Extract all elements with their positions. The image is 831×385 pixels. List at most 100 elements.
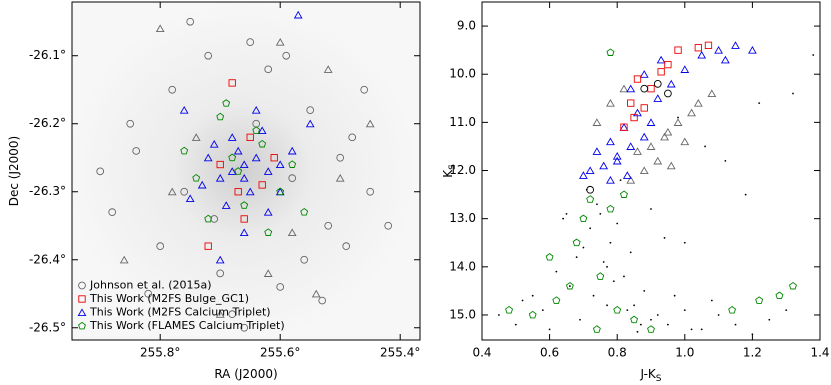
point-pentagon <box>606 48 615 56</box>
point-triangle <box>239 173 249 182</box>
x-tick-label: 255.8° <box>140 346 180 360</box>
point-triangle <box>606 137 615 146</box>
point-pentagon <box>647 325 655 333</box>
point-triangle <box>707 89 717 98</box>
point-circle <box>336 153 345 162</box>
point-dot <box>734 323 737 326</box>
point-circle <box>276 283 285 291</box>
y-tick-label: 14.0 <box>449 259 476 273</box>
legend-label: This Work (M2FS Calcium Triplet) <box>89 306 271 319</box>
legend-marker <box>78 321 86 330</box>
point-circle <box>640 84 649 93</box>
point-dot <box>643 289 646 292</box>
point-dot <box>650 318 652 321</box>
point-triangle <box>646 118 656 126</box>
point-circle <box>653 80 662 88</box>
point-triangle <box>305 119 315 128</box>
point-triangle <box>639 70 649 78</box>
point-dot <box>521 299 524 302</box>
point-dot <box>596 203 598 206</box>
point-triangle <box>633 147 642 155</box>
point-dot <box>639 323 642 326</box>
point-square <box>657 68 665 76</box>
point-dot <box>812 54 815 56</box>
y-tick-label: 11.0 <box>449 115 476 129</box>
point-dot <box>683 309 686 312</box>
point-circle <box>282 51 291 60</box>
point-dot <box>623 275 625 278</box>
point-circle <box>168 85 177 94</box>
point-pentagon <box>630 315 639 324</box>
point-triangle <box>656 55 666 64</box>
point-triangle <box>639 166 649 175</box>
point-square <box>674 46 682 54</box>
point-triangle <box>227 167 237 175</box>
point-dot <box>616 222 619 225</box>
point-dot <box>609 241 612 244</box>
point-triangle <box>687 108 696 117</box>
point-pentagon <box>228 153 237 162</box>
point-square <box>216 160 224 169</box>
point-pentagon <box>586 195 595 203</box>
plot-frame <box>481 1 821 341</box>
point-triangle <box>365 119 375 128</box>
point-triangle <box>215 255 225 264</box>
point-triangle <box>748 45 757 54</box>
point-dot <box>599 212 602 215</box>
point-circle <box>324 221 333 230</box>
x-tick-label: 0.6 <box>540 346 559 360</box>
point-circle <box>300 255 309 264</box>
point-triangle <box>233 146 243 155</box>
point-circle <box>360 85 369 94</box>
point-triangle <box>622 171 632 179</box>
point-triangle <box>714 45 723 54</box>
point-dot <box>677 116 679 119</box>
point-dot <box>582 246 585 249</box>
point-square <box>627 99 635 107</box>
y-axis-label-main: K <box>441 169 455 178</box>
point-dot <box>619 179 622 182</box>
point-pentagon <box>592 325 601 333</box>
point-triangle <box>697 50 707 59</box>
point-triangle <box>666 161 676 170</box>
point-square <box>258 181 266 189</box>
point-dot <box>636 330 639 333</box>
x-tick-label: 1.0 <box>675 346 694 360</box>
point-triangle <box>167 187 177 196</box>
y-tick-label: 9.0 <box>457 19 476 33</box>
y-tick-label: -26.2° <box>29 116 66 130</box>
y-tick-label: -26.1° <box>29 48 66 62</box>
point-pentagon <box>788 281 797 290</box>
point-triangle <box>215 310 225 318</box>
point-dot <box>626 309 629 312</box>
legend-marker <box>78 281 86 290</box>
point-triangle <box>287 146 297 155</box>
point-circle <box>126 119 135 128</box>
point-triangle <box>263 167 273 175</box>
point-circle <box>306 106 315 114</box>
y-tick-label: 13.0 <box>449 211 476 225</box>
point-triangle <box>619 123 629 131</box>
point-triangle <box>646 142 656 150</box>
point-triangle <box>639 132 649 141</box>
point-dot <box>514 323 517 326</box>
point-circle <box>132 147 141 155</box>
x-tick-label: 0.4 <box>472 346 491 360</box>
point-circle <box>240 323 249 332</box>
x-tick-label: 255.6° <box>260 346 300 360</box>
point-triangle <box>155 24 165 33</box>
point-dot <box>792 92 794 95</box>
point-pentagon <box>216 112 225 121</box>
point-pentagon <box>775 291 784 300</box>
point-triangle <box>666 79 676 88</box>
point-circle <box>96 167 105 176</box>
point-triangle <box>653 156 663 165</box>
point-dot <box>629 251 632 254</box>
point-triangle <box>245 187 255 196</box>
point-pentagon <box>613 305 622 314</box>
point-circle <box>348 133 357 142</box>
point-pentagon <box>606 204 615 213</box>
point-triangle <box>660 132 669 141</box>
point-square <box>204 242 212 250</box>
point-triangle <box>239 228 249 237</box>
